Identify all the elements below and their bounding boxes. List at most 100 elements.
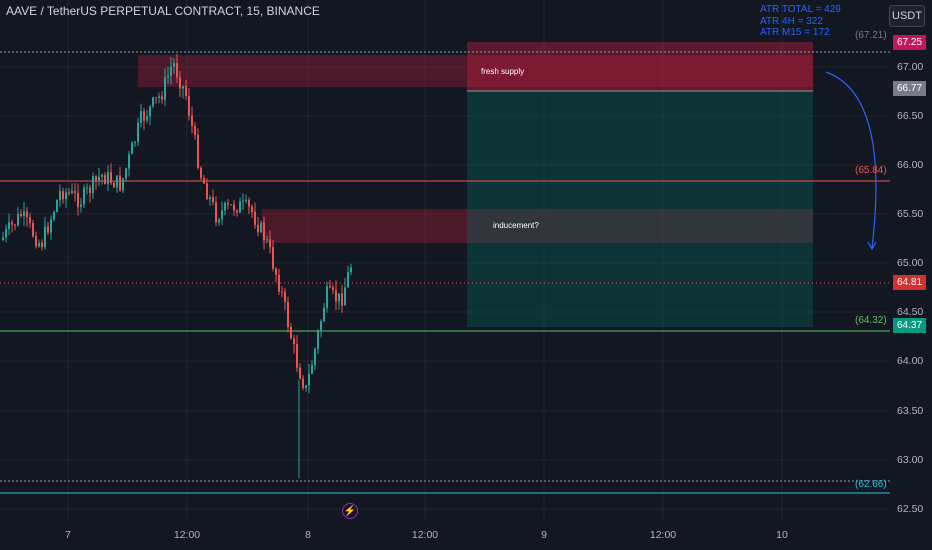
atr-4h: ATR 4H = 322 (760, 15, 823, 27)
candle-body (50, 219, 52, 233)
candle-body (38, 242, 40, 247)
curved-arrow-down-icon (825, 71, 877, 249)
y-tick: 65.50 (897, 208, 924, 220)
candle-body (257, 224, 259, 233)
candle-body (230, 204, 232, 206)
candle-body (323, 307, 325, 322)
candle-body (335, 289, 337, 302)
candle-body (53, 212, 55, 220)
candle-body (116, 175, 118, 188)
candle-body (245, 199, 247, 201)
candle-body (128, 154, 130, 169)
candle-body (95, 176, 97, 181)
candle-body (152, 97, 154, 107)
candle-body (200, 167, 202, 179)
candle-body (2, 237, 4, 240)
candle-body (14, 224, 16, 226)
candle-body (341, 293, 343, 306)
candle-body (170, 66, 172, 76)
candle-body (20, 213, 22, 217)
candle-body (146, 116, 148, 121)
candle-body (266, 239, 268, 241)
bracket-top: (67.21) (855, 30, 887, 41)
candle-body (194, 125, 196, 135)
candle-body (206, 183, 208, 200)
candle-body (122, 178, 124, 191)
candle-body (248, 199, 250, 207)
candle-body (185, 86, 187, 96)
candle-body (203, 178, 205, 184)
candle-body (239, 201, 241, 213)
candle-body (320, 321, 322, 332)
flash-icon[interactable]: ⚡ (342, 503, 358, 519)
y-tick: 63.50 (897, 405, 924, 417)
candle-body (347, 272, 349, 288)
atr-total: ATR TOTAL = 429 (760, 4, 841, 15)
x-tick: 8 (305, 529, 311, 541)
bracket-bottom: (62.66) (855, 479, 887, 490)
x-tick: 9 (541, 529, 547, 541)
candle-body (17, 213, 19, 226)
candle-body (164, 77, 166, 100)
candle-body (107, 172, 109, 185)
candle-body (179, 77, 181, 89)
y-tick: 66.00 (897, 159, 924, 171)
candle-body (89, 187, 91, 194)
stop-price-tag: 67.25 (893, 35, 927, 50)
bracket-mid: (65.84) (855, 165, 887, 176)
candle-body (272, 247, 274, 269)
candle-body (173, 63, 175, 67)
y-tick: 65.00 (897, 257, 924, 269)
candle-body (26, 211, 28, 218)
position-risk-zone (467, 42, 813, 91)
candle-body (332, 287, 334, 290)
candle-body (125, 168, 127, 179)
candle-body (197, 134, 199, 168)
candle-body (311, 365, 313, 374)
candle-body (287, 301, 289, 328)
candle-body (134, 141, 136, 143)
candle-body (56, 200, 58, 213)
candle-body (281, 291, 283, 293)
candle-body (98, 176, 100, 181)
candle-body (41, 242, 43, 248)
candle-body (215, 202, 217, 223)
y-tick: 64.00 (897, 355, 924, 367)
supply-zone-top (138, 55, 813, 87)
target-price-tag: 64.37 (893, 318, 927, 333)
inducement-zone (262, 209, 813, 243)
candle-body (158, 96, 160, 98)
y-tick: 63.00 (897, 454, 924, 466)
currency-unit-button[interactable]: USDT (889, 5, 925, 27)
candle-body (143, 111, 145, 121)
y-tick: 62.50 (897, 503, 924, 515)
candle-body (92, 176, 94, 194)
candle-body (119, 175, 121, 191)
candle-body (86, 187, 88, 189)
candle-body (83, 187, 85, 205)
candle-body (23, 211, 25, 217)
candle-body (251, 206, 253, 212)
candle-body (161, 96, 163, 100)
candle-body (104, 174, 106, 185)
candle-body (176, 63, 178, 78)
candle-body (77, 192, 79, 207)
bracket-green: (64.32) (855, 315, 887, 326)
entry-price-tag: 66.77 (893, 81, 927, 96)
candle-body (80, 204, 82, 207)
x-tick: 12:00 (173, 529, 201, 541)
candle-body (284, 291, 286, 302)
candle-body (35, 236, 37, 247)
y-tick: 66.50 (897, 110, 924, 122)
y-tick: 64.50 (897, 306, 924, 318)
candle-body (338, 293, 340, 302)
candle-body (269, 239, 271, 248)
atr-notes: ATR TOTAL = 429 ATR 4H = 322 ATR M15 = 1… (760, 4, 841, 39)
candle-body (44, 226, 46, 248)
position-reward-zone (467, 91, 813, 327)
candle-body (131, 142, 133, 155)
candle-body (260, 222, 262, 233)
candlestick-series (2, 53, 352, 478)
candle-body (308, 373, 310, 386)
